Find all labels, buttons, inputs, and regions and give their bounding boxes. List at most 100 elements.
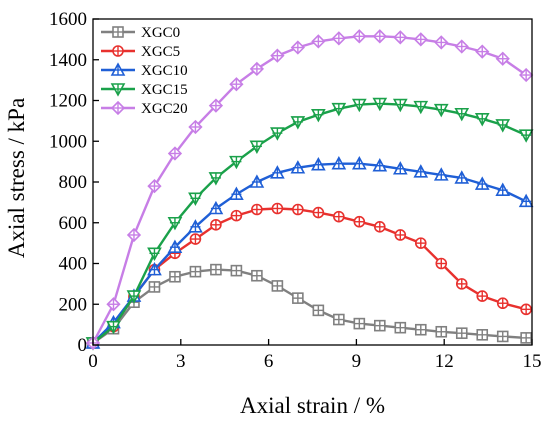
x-axis-title: Axial strain / % (240, 393, 385, 418)
data-point-xgc10-5 (188, 219, 203, 233)
data-point-xgc15-19 (474, 113, 490, 127)
legend-label-xgc10: XGC10 (141, 63, 188, 79)
data-point-xgc0-18 (455, 327, 468, 339)
data-point-xgc15-8 (249, 140, 265, 155)
data-point-xgc0-4 (169, 270, 181, 283)
data-point-xgc10-16 (413, 164, 429, 178)
data-point-xgc5-7 (230, 209, 243, 222)
data-point-xgc10-20 (495, 182, 511, 196)
series-xgc20 (85, 29, 534, 351)
y-tick-label: 1200 (49, 91, 87, 112)
data-point-xgc20-14 (372, 29, 387, 44)
data-point-xgc20-20 (495, 51, 510, 66)
series-line-xgc0 (92, 268, 527, 344)
series-line-xgc5 (92, 207, 527, 344)
data-point-xgc0-3 (148, 281, 161, 293)
data-point-xgc5-17 (435, 257, 448, 270)
x-tick-label: 6 (264, 351, 274, 372)
data-point-xgc20-17 (434, 35, 449, 50)
y-tick-label: 400 (59, 254, 88, 275)
data-point-xgc15-21 (518, 129, 534, 143)
data-point-xgc5-11 (312, 206, 325, 219)
data-point-xgc10-4 (167, 239, 183, 253)
x-tick-label: 0 (88, 351, 98, 372)
data-point-xgc10-7 (229, 186, 244, 201)
data-point-xgc15-15 (392, 98, 408, 113)
data-point-xgc5-19 (476, 290, 489, 302)
data-point-xgc0-20 (496, 330, 509, 343)
data-point-xgc0-11 (312, 304, 325, 317)
data-point-xgc15-9 (270, 127, 285, 141)
data-point-xgc5-10 (292, 203, 304, 216)
data-point-xgc0-15 (394, 321, 407, 334)
data-point-xgc0-16 (414, 323, 427, 336)
data-point-xgc10-17 (433, 167, 449, 181)
data-point-xgc10-21 (518, 193, 534, 208)
data-point-xgc20-2 (126, 227, 142, 243)
x-tick-label: 12 (435, 351, 454, 372)
data-point-xgc5-14 (374, 221, 386, 233)
data-point-xgc20-7 (229, 77, 244, 92)
series-line-xgc10 (92, 162, 527, 344)
data-point-xgc20-16 (413, 32, 428, 47)
data-point-xgc15-6 (208, 172, 224, 186)
data-point-xgc15-14 (372, 97, 388, 112)
axes: 0 3 6 9 12 15 0 200 400 600 800 1000 1200 1400 1600 (49, 9, 542, 372)
data-point-xgc5-18 (455, 278, 468, 290)
data-point-xgc20-3 (147, 178, 162, 194)
data-point-xgc20-9 (270, 48, 285, 63)
data-point-xgc15-12 (331, 102, 347, 117)
x-tick-label: 3 (176, 351, 186, 372)
x-tick-label: 15 (523, 351, 542, 372)
data-point-xgc5-16 (414, 237, 427, 249)
data-point-xgc0-19 (476, 329, 489, 341)
data-point-xgc10-9 (270, 165, 285, 179)
data-point-xgc20-19 (475, 44, 490, 59)
data-point-xgc0-9 (271, 280, 284, 292)
data-point-xgc0-7 (230, 264, 243, 277)
data-point-xgc5-12 (333, 210, 345, 223)
data-point-xgc20-6 (208, 98, 224, 113)
data-point-xgc20-21 (519, 67, 534, 83)
legend-marker-xgc20 (110, 100, 126, 116)
series-xgc15 (85, 97, 534, 351)
data-point-xgc15-11 (311, 108, 326, 123)
data-point-xgc0-10 (292, 292, 304, 304)
data-point-xgc10-3 (147, 261, 162, 276)
series-line-xgc15 (92, 102, 527, 344)
legend-label-xgc0: XGC0 (141, 25, 180, 41)
data-point-xgc15-4 (167, 216, 183, 231)
data-point-xgc10-10 (290, 160, 306, 174)
data-point-xgc15-16 (413, 100, 429, 115)
data-point-xgc20-8 (249, 61, 265, 77)
data-point-xgc10-14 (372, 158, 388, 172)
data-point-xgc10-11 (311, 157, 326, 171)
data-point-xgc20-13 (352, 29, 367, 44)
series-xgc5 (87, 202, 532, 349)
data-point-xgc0-14 (374, 319, 386, 332)
y-tick-label: 1000 (49, 131, 87, 152)
legend-marker-xgc15 (110, 83, 126, 97)
data-point-xgc10-15 (392, 161, 408, 175)
y-tick-label: 0 (78, 335, 88, 356)
legend-item-xgc0: XGC0 (101, 25, 180, 41)
legend-item-xgc10: XGC10 (101, 62, 188, 79)
legend-marker-xgc0 (112, 26, 124, 38)
data-point-xgc15-10 (290, 116, 306, 130)
x-tick-label: 9 (352, 351, 362, 372)
data-point-xgc0-12 (333, 313, 345, 326)
legend-item-xgc20: XGC20 (101, 100, 188, 117)
data-point-xgc0-21 (520, 332, 532, 344)
plot-area (85, 29, 534, 351)
y-tick-label: 600 (59, 213, 88, 234)
data-point-xgc10-8 (249, 174, 265, 188)
data-point-xgc0-6 (210, 263, 222, 276)
data-point-xgc20-11 (311, 34, 326, 49)
legend-marker-xgc5 (112, 45, 124, 57)
data-point-xgc20-5 (188, 119, 203, 135)
data-point-xgc20-12 (331, 31, 346, 46)
data-point-xgc10-6 (208, 200, 224, 215)
legend-label-xgc15: XGC15 (141, 82, 188, 98)
data-point-xgc20-1 (106, 297, 121, 312)
data-point-xgc5-9 (271, 202, 284, 215)
